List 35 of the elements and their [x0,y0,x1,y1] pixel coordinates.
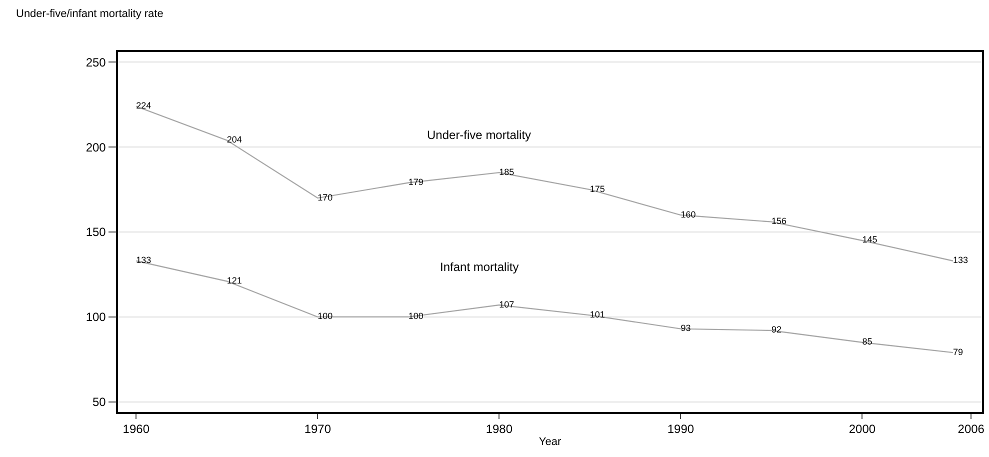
x-tick-label: 2006 [958,422,985,436]
data-label: 133 [952,255,968,266]
data-label: 100 [318,311,333,322]
x-axis-title: Year [538,436,562,448]
data-label: 93 [680,323,691,334]
data-label: 185 [499,166,514,177]
data-label: 100 [408,311,424,322]
text: Under-five mortality [427,128,532,142]
x-tick-label: 2000 [848,422,876,436]
data-label: 107 [499,299,514,310]
y-tick-label: 50 [92,395,106,410]
data-label: 133 [136,255,152,266]
data-label: 179 [408,177,424,187]
data-label: 92 [771,324,782,335]
data-label: 101 [590,309,605,320]
y-axis-title: Under-five/infant mortality rate [16,8,164,20]
y-tick-label: 200 [86,140,106,154]
data-label: 79 [952,346,963,357]
data-label: 175 [590,184,605,194]
x-tick-label: 1970 [304,422,332,436]
data-label: 170 [318,192,333,202]
x-tick-label: 1980 [486,422,513,436]
x-tick-label: 1990 [667,422,694,436]
text: Infant mortality [440,260,519,274]
data-label: 224 [136,100,152,111]
data-label: 145 [862,234,878,245]
data-label: 160 [680,209,696,220]
data-label: 156 [771,216,786,226]
data-label: 121 [226,276,242,286]
y-tick-label: 100 [86,310,106,324]
y-tick-label: 250 [86,55,106,70]
data-label: 204 [226,134,242,145]
y-tick-label: 150 [86,225,106,240]
x-tick-label: 1960 [122,422,150,436]
data-label: 85 [862,336,872,347]
